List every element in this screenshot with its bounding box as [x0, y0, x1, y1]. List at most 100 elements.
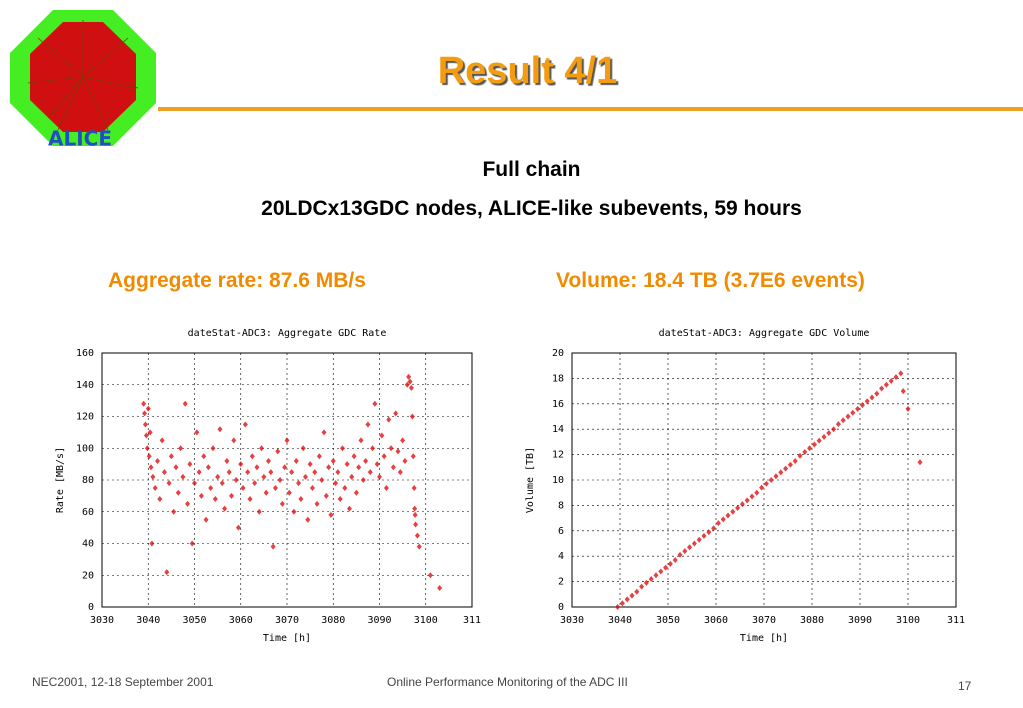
x-axis-label: Time [h] [740, 633, 788, 644]
y-tick-label: 80 [82, 475, 94, 486]
data-point [725, 512, 731, 519]
data-point [372, 400, 378, 407]
data-point [383, 484, 389, 491]
data-point [888, 377, 894, 384]
data-point [305, 516, 311, 523]
chart-caption: Volume: 18.4 TB (3.7E6 events) [556, 269, 865, 292]
data-point [404, 381, 410, 388]
data-point [879, 385, 885, 392]
data-point [377, 473, 382, 480]
data-point [687, 544, 693, 551]
data-point [349, 473, 355, 480]
data-point [300, 445, 306, 452]
data-point [749, 493, 755, 500]
y-axis-label: Rate [MB/s] [55, 447, 66, 513]
data-point [222, 505, 228, 512]
data-point [407, 378, 413, 385]
data-point [850, 409, 856, 416]
data-point [869, 394, 875, 401]
data-point [217, 426, 223, 433]
data-point [142, 410, 148, 417]
x-tick-label: 3040 [608, 615, 632, 626]
x-tick-label: 3030 [90, 615, 114, 626]
data-point [215, 473, 221, 480]
data-point [229, 492, 234, 499]
data-point [811, 441, 817, 448]
y-tick-label: 2 [558, 577, 564, 588]
data-point [259, 445, 265, 452]
data-point [393, 410, 399, 417]
data-point [370, 445, 376, 452]
x-tick-label: 311 [947, 615, 965, 626]
data-point [629, 592, 635, 599]
data-point [619, 600, 625, 607]
y-tick-label: 40 [82, 539, 94, 550]
data-point [166, 480, 172, 487]
data-point [437, 584, 443, 591]
data-point [279, 500, 285, 507]
data-point [367, 469, 373, 476]
y-tick-label: 4 [558, 551, 564, 562]
data-point [335, 469, 341, 476]
data-point [340, 445, 345, 452]
data-point [240, 484, 246, 491]
data-point [658, 568, 664, 575]
data-point [328, 511, 334, 518]
data-point [252, 480, 258, 487]
data-point [797, 452, 803, 459]
data-point [395, 448, 401, 455]
data-point [263, 489, 269, 496]
data-point [773, 473, 779, 480]
data-point [353, 489, 359, 496]
data-point [323, 492, 329, 499]
data-point [303, 473, 308, 480]
data-point [249, 453, 255, 460]
data-point [173, 464, 179, 471]
data-point [397, 469, 403, 476]
data-point [427, 572, 433, 579]
data-point [826, 430, 832, 437]
data-point [326, 464, 332, 471]
data-point [286, 489, 292, 496]
data-point [321, 429, 327, 436]
x-tick-label: 3050 [182, 615, 206, 626]
data-point [408, 384, 414, 391]
data-point [201, 453, 207, 460]
data-point [307, 461, 313, 468]
data-point [893, 374, 899, 381]
y-tick-label: 0 [88, 602, 94, 613]
data-point [840, 417, 846, 424]
data-point [730, 508, 736, 515]
data-point [254, 464, 260, 471]
data-point [402, 457, 408, 464]
data-point [859, 402, 865, 409]
footer-center: Online Performance Monitoring of the ADC… [387, 675, 628, 689]
data-point [677, 551, 683, 558]
data-point [194, 429, 200, 436]
data-point [346, 505, 352, 512]
data-point [314, 500, 320, 507]
data-point [831, 426, 837, 433]
data-point [256, 508, 262, 515]
data-point [706, 529, 712, 536]
data-point [411, 484, 417, 491]
data-point [768, 477, 774, 483]
data-point [150, 473, 156, 480]
data-point [296, 480, 302, 487]
data-point [363, 457, 369, 464]
data-point [268, 469, 274, 476]
data-point [663, 564, 669, 571]
x-tick-label: 3090 [367, 615, 391, 626]
data-point [175, 489, 181, 496]
data-point [821, 433, 827, 440]
data-point [284, 437, 290, 444]
data-point [412, 511, 418, 518]
x-tick-label: 3070 [275, 615, 299, 626]
x-tick-label: 3030 [560, 615, 584, 626]
data-point [141, 400, 147, 407]
data-point [374, 461, 380, 468]
data-point [682, 548, 688, 555]
data-point [351, 453, 357, 460]
x-tick-label: 3080 [321, 615, 345, 626]
data-point [900, 388, 906, 395]
